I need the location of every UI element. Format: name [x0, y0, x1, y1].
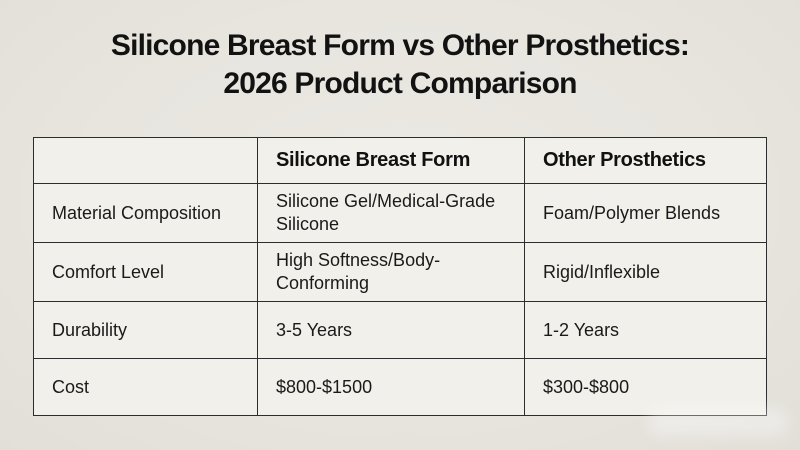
table-row-material-composition: Material Composition Silicone Gel/Medica… — [33, 183, 767, 243]
table-row-cost: Cost $800-$1500 $300-$800 — [33, 358, 767, 416]
table-header-row: Silicone Breast Form Other Prosthetics — [33, 137, 767, 184]
silicone-value: Silicone Gel/Medical-Grade Silicone — [257, 183, 525, 243]
silicone-value: $800-$1500 — [257, 358, 525, 416]
feature-label: Material Composition — [33, 183, 258, 243]
feature-label: Cost — [33, 358, 258, 416]
header-cell-silicone-breast-form: Silicone Breast Form — [257, 137, 525, 184]
table-row-comfort-level: Comfort Level High Softness/Body-Conform… — [33, 242, 767, 302]
feature-label: Comfort Level — [33, 242, 258, 302]
page-title-line-2: 2026 Product Comparison — [223, 67, 577, 100]
table-row-durability: Durability 3-5 Years 1-2 Years — [33, 301, 767, 359]
header-cell-feature — [33, 137, 258, 184]
comparison-table: Silicone Breast Form Other Prosthetics M… — [33, 137, 767, 416]
page-title-line-1: Silicone Breast Form vs Other Prosthetic… — [110, 29, 690, 62]
silicone-value: High Softness/Body-Conforming — [257, 242, 525, 302]
other-value: Foam/Polymer Blends — [524, 183, 767, 243]
other-value: Rigid/Inflexible — [524, 242, 767, 302]
page-title: Silicone Breast Form vs Other Prosthetic… — [0, 27, 800, 103]
header-cell-other-prosthetics: Other Prosthetics — [524, 137, 767, 184]
silicone-value: 3-5 Years — [257, 301, 525, 359]
feature-label: Durability — [33, 301, 258, 359]
other-value: $300-$800 — [524, 358, 767, 416]
other-value: 1-2 Years — [524, 301, 767, 359]
